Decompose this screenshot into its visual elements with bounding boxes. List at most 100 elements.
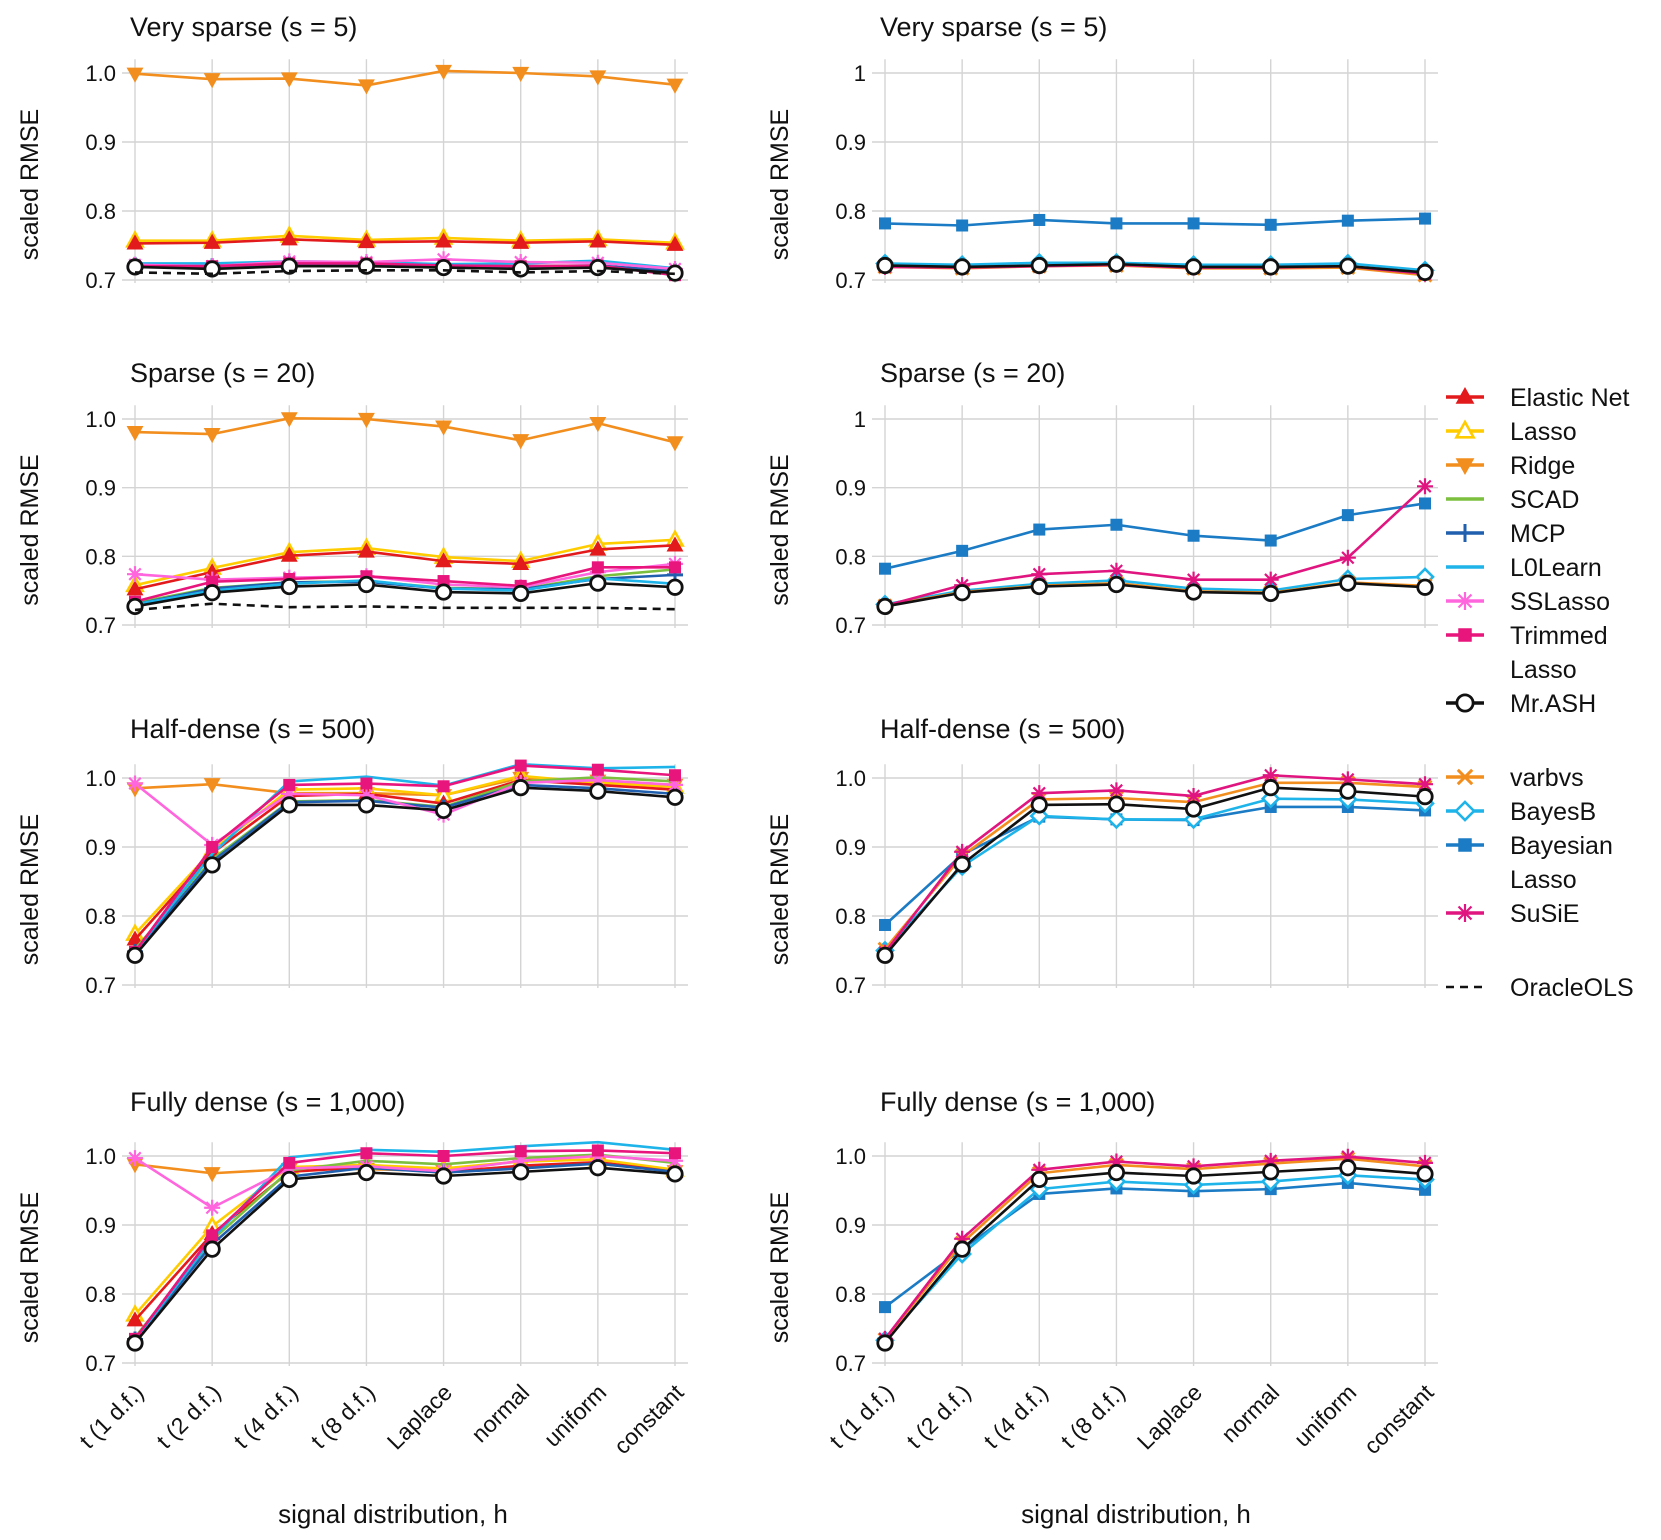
series-line <box>883 773 1426 954</box>
data-point <box>126 597 144 616</box>
y-axis-label: scaled RMSE <box>16 1192 44 1343</box>
series-ridge <box>126 64 684 95</box>
series-line <box>134 417 676 444</box>
data-point <box>953 1240 971 1258</box>
data-point <box>953 584 971 602</box>
x-tick-label: t (8 d.f.) <box>306 1379 380 1453</box>
series-line <box>134 562 676 589</box>
y-tick-label: 0.9 <box>85 835 116 860</box>
data-point <box>126 1311 144 1327</box>
series-bayesian-lasso <box>879 212 1431 232</box>
data-point <box>1185 787 1202 804</box>
x-tick-label: uniform <box>1289 1379 1362 1452</box>
data-point <box>589 574 607 592</box>
series-line <box>134 577 676 606</box>
data-point <box>666 235 684 251</box>
data-point <box>666 78 684 94</box>
data-point <box>357 575 376 594</box>
data-point <box>956 219 969 232</box>
panel-title: Sparse (s = 20) <box>880 358 1065 388</box>
data-point <box>879 918 891 931</box>
data-point <box>357 796 376 814</box>
series-line <box>884 1181 1426 1309</box>
panels: Very sparse (s = 5) 0.7 0.8 0.9 1.0 scaled RM… <box>16 12 1439 1459</box>
legend-marker <box>1458 628 1472 642</box>
data-point <box>1185 1158 1202 1175</box>
data-point <box>666 578 684 596</box>
series-line <box>134 786 676 957</box>
legend-marker <box>1455 386 1475 404</box>
data-point <box>1262 1152 1279 1169</box>
series-line <box>135 234 676 245</box>
legend-marker <box>1455 693 1475 713</box>
series-line <box>134 544 676 591</box>
legend-marker <box>1456 524 1474 542</box>
data-point <box>1339 257 1357 275</box>
data-point <box>1107 1163 1126 1182</box>
y-axis-label: scaled RMSE <box>16 814 44 965</box>
data-point <box>879 562 891 575</box>
data-point <box>512 1152 529 1169</box>
series-sslasso <box>127 1148 683 1216</box>
data-point <box>591 1144 604 1157</box>
data-point <box>1030 577 1048 596</box>
data-point <box>126 67 144 83</box>
legend-label: Bayesian <box>1510 832 1613 860</box>
data-point <box>1416 788 1434 806</box>
series-line <box>884 262 1426 274</box>
data-point <box>1416 578 1434 596</box>
series-line <box>133 1162 676 1341</box>
data-point <box>1185 571 1202 588</box>
legend-marker <box>1454 800 1476 822</box>
panel-8: Fully dense (s = 1,000) 0.7 0.8 0.9 1.0 scale… <box>766 1087 1439 1459</box>
data-point <box>589 70 607 86</box>
legend-item-varbvs: varbvs <box>1446 764 1584 792</box>
panel-3: Sparse (s = 20) 0.7 0.8 0.9 1.0 scaled RMSE <box>16 358 688 638</box>
data-point <box>514 1145 527 1158</box>
data-point <box>876 1334 894 1352</box>
x-tick-label: constant <box>609 1379 689 1459</box>
series-mr-ash <box>876 255 1434 282</box>
data-point <box>512 1163 530 1181</box>
data-point <box>437 1150 450 1162</box>
gridlines <box>122 59 688 283</box>
y-tick-label: 0.8 <box>835 544 866 569</box>
series-mr-ash <box>876 574 1434 616</box>
data-point <box>1110 518 1123 531</box>
data-point <box>127 1150 143 1167</box>
data-point <box>126 1334 144 1352</box>
series-oracleols <box>134 269 676 276</box>
data-point <box>512 554 530 570</box>
panel-title: Sparse (s = 20) <box>130 358 315 388</box>
data-point <box>203 856 221 874</box>
data-point <box>203 428 221 444</box>
data-point <box>1262 1163 1280 1181</box>
x-tick-label: t (4 d.f.) <box>978 1379 1052 1453</box>
data-point <box>953 258 971 276</box>
series-line <box>134 566 675 603</box>
y-tick-label: 0.7 <box>835 1351 866 1376</box>
data-point <box>876 597 894 616</box>
data-point <box>203 233 221 249</box>
series-scad <box>133 1153 676 1339</box>
data-point <box>435 420 453 436</box>
series-line <box>883 1157 1426 1341</box>
data-point <box>126 258 144 276</box>
series-ridge <box>126 412 684 452</box>
series-line <box>884 502 1426 570</box>
series-line <box>134 602 676 612</box>
data-point <box>1419 212 1431 225</box>
data-point <box>1107 255 1126 273</box>
data-point <box>434 583 453 601</box>
data-point <box>879 217 891 230</box>
data-point <box>589 772 606 789</box>
series-line <box>134 269 676 276</box>
data-point <box>357 412 375 429</box>
data-point <box>1417 1154 1433 1171</box>
legend-label: Ridge <box>1510 452 1575 480</box>
x-tick-label: t (1 d.f.) <box>824 1379 898 1453</box>
data-point <box>512 434 530 450</box>
series-bayesian-lasso <box>879 497 1431 575</box>
data-point <box>435 232 453 248</box>
